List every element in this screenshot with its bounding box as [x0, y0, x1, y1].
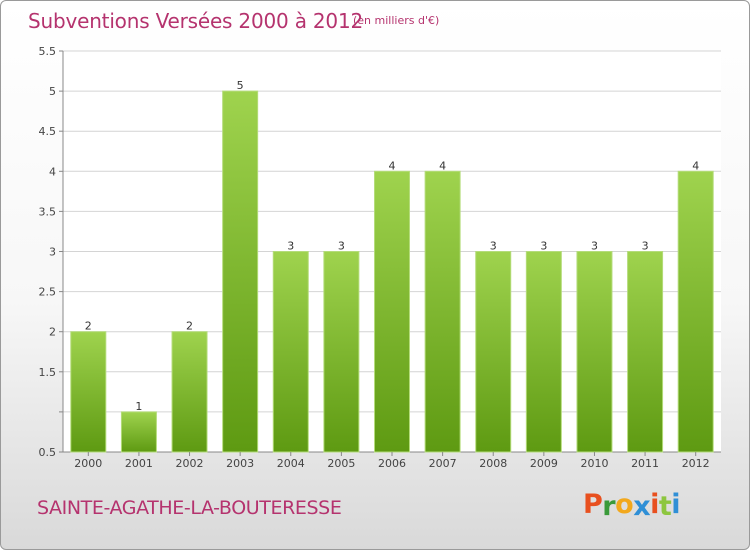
y-tick-label: 5 — [49, 85, 56, 98]
y-tick-label: 2.5 — [39, 286, 57, 299]
bar — [424, 170, 461, 453]
logo-letter: x — [633, 491, 651, 522]
x-tick-label: 2001 — [125, 457, 153, 470]
bar — [576, 251, 613, 453]
y-tick-label: 1.5 — [39, 366, 57, 379]
x-tick-label: 2006 — [378, 457, 406, 470]
data-label: 2 — [186, 320, 193, 333]
bar — [222, 90, 259, 453]
bar — [70, 331, 107, 453]
bar — [323, 251, 360, 453]
logo-letter: i — [650, 489, 659, 520]
data-label: 4 — [692, 159, 699, 172]
x-tick-label: 2012 — [682, 457, 710, 470]
proxiti-logo: Proxiti — [583, 489, 681, 522]
data-label: 3 — [338, 240, 345, 253]
chart-title: Subventions Versées 2000 à 2012 — [28, 9, 364, 33]
data-label: 3 — [540, 240, 547, 253]
data-label: 5 — [237, 79, 244, 92]
x-tick-label: 2004 — [277, 457, 305, 470]
bar — [374, 170, 410, 453]
data-label: 4 — [439, 159, 446, 172]
x-tick-label: 2009 — [530, 457, 558, 470]
data-label: 2 — [85, 320, 92, 333]
logo-letter: i — [671, 489, 681, 520]
logo-letter: o — [615, 489, 634, 520]
y-tick-label: 3.5 — [39, 205, 57, 218]
x-tick-label: 2000 — [74, 457, 102, 470]
y-tick-label: 5.5 — [39, 45, 57, 58]
y-tick-label: 2 — [49, 326, 56, 339]
data-label: 1 — [135, 400, 142, 413]
data-label: 3 — [287, 240, 294, 253]
x-tick-label: 2003 — [226, 457, 254, 470]
data-label: 3 — [591, 240, 598, 253]
bar — [627, 251, 664, 453]
logo-letter: P — [583, 489, 603, 520]
y-tick-label: 4 — [49, 165, 56, 178]
chart-unit-label: (en milliers d'€) — [353, 14, 440, 27]
logo-letter: r — [602, 491, 616, 522]
bar — [120, 411, 157, 453]
x-tick-label: 2002 — [176, 457, 204, 470]
y-tick-label: 4.5 — [39, 125, 57, 138]
x-tick-label: 2008 — [479, 457, 507, 470]
data-label: 3 — [490, 240, 497, 253]
logo-letter: t — [658, 491, 672, 522]
x-tick-label: 2007 — [429, 457, 457, 470]
y-tick-label: 0.5 — [39, 446, 57, 459]
data-label: 3 — [642, 240, 649, 253]
bar — [677, 170, 714, 453]
bar — [171, 331, 208, 453]
bar — [525, 251, 562, 453]
x-tick-label: 2005 — [327, 457, 355, 470]
y-tick-label: 3 — [49, 246, 56, 259]
x-tick-label: 2011 — [631, 457, 659, 470]
x-tick-label: 2010 — [580, 457, 608, 470]
data-label: 4 — [389, 159, 396, 172]
commune-name: SAINTE-AGATHE-LA-BOUTERESSE — [37, 497, 342, 519]
bar — [475, 251, 512, 453]
bar — [272, 251, 309, 453]
